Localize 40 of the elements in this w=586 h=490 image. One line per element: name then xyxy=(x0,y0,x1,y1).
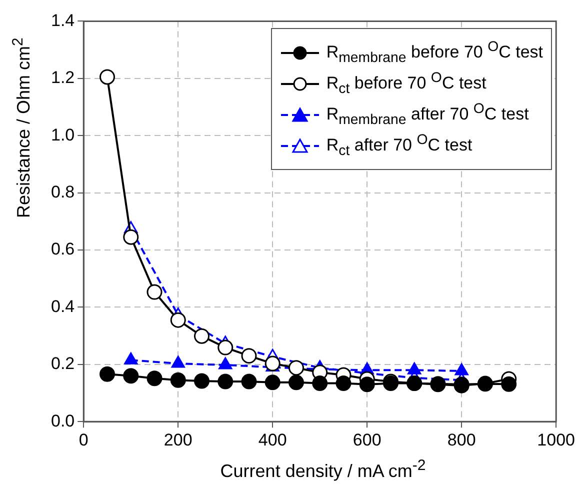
point xyxy=(194,373,210,389)
x-tick-label: 800 xyxy=(447,430,476,450)
point xyxy=(100,366,116,382)
point xyxy=(359,376,375,392)
point xyxy=(170,312,186,328)
point xyxy=(146,284,162,300)
y-tick-label: 0.2 xyxy=(50,354,75,374)
point xyxy=(123,368,139,384)
point xyxy=(241,374,257,390)
y-tick-label: 1.0 xyxy=(50,125,75,144)
legend-label: R$_{ct}$ after 70 $^{O}$C test xyxy=(326,132,472,160)
x-tick-label: 1000 xyxy=(537,430,576,450)
legend-label: R$_{membrane}$ before 70 $^{O}$C test xyxy=(326,39,543,66)
point xyxy=(194,328,210,344)
x-tick-label: 400 xyxy=(258,430,287,450)
point xyxy=(501,376,517,392)
point xyxy=(146,370,162,386)
point xyxy=(264,374,280,390)
point xyxy=(170,372,186,388)
point xyxy=(100,69,116,85)
point xyxy=(288,360,304,376)
y-tick-label: 0.8 xyxy=(50,182,75,202)
y-tick-label: 0.6 xyxy=(50,240,75,259)
point xyxy=(312,376,328,392)
x-axis-title: Current density / mA cm$^{-2}$ xyxy=(219,457,427,482)
y-tick-label: 1.2 xyxy=(50,68,75,88)
point xyxy=(336,376,352,392)
x-tick-label: 600 xyxy=(352,430,382,450)
x-tick-label: 0 xyxy=(78,430,88,450)
y-tick-label: 0.0 xyxy=(50,411,75,430)
point xyxy=(288,374,304,390)
point xyxy=(264,356,280,372)
point xyxy=(123,229,139,245)
point xyxy=(241,348,257,364)
legend-label: R$_{ct}$ before 70 $^{O}$C test xyxy=(326,70,486,98)
x-tick-label: 200 xyxy=(164,430,192,450)
legend-label: R$_{membrane}$ after 70 $^{O}$C test xyxy=(326,101,529,128)
y-tick-label: 0.4 xyxy=(50,296,75,316)
y-tick-label: 1.4 xyxy=(50,10,75,30)
point xyxy=(218,374,234,390)
